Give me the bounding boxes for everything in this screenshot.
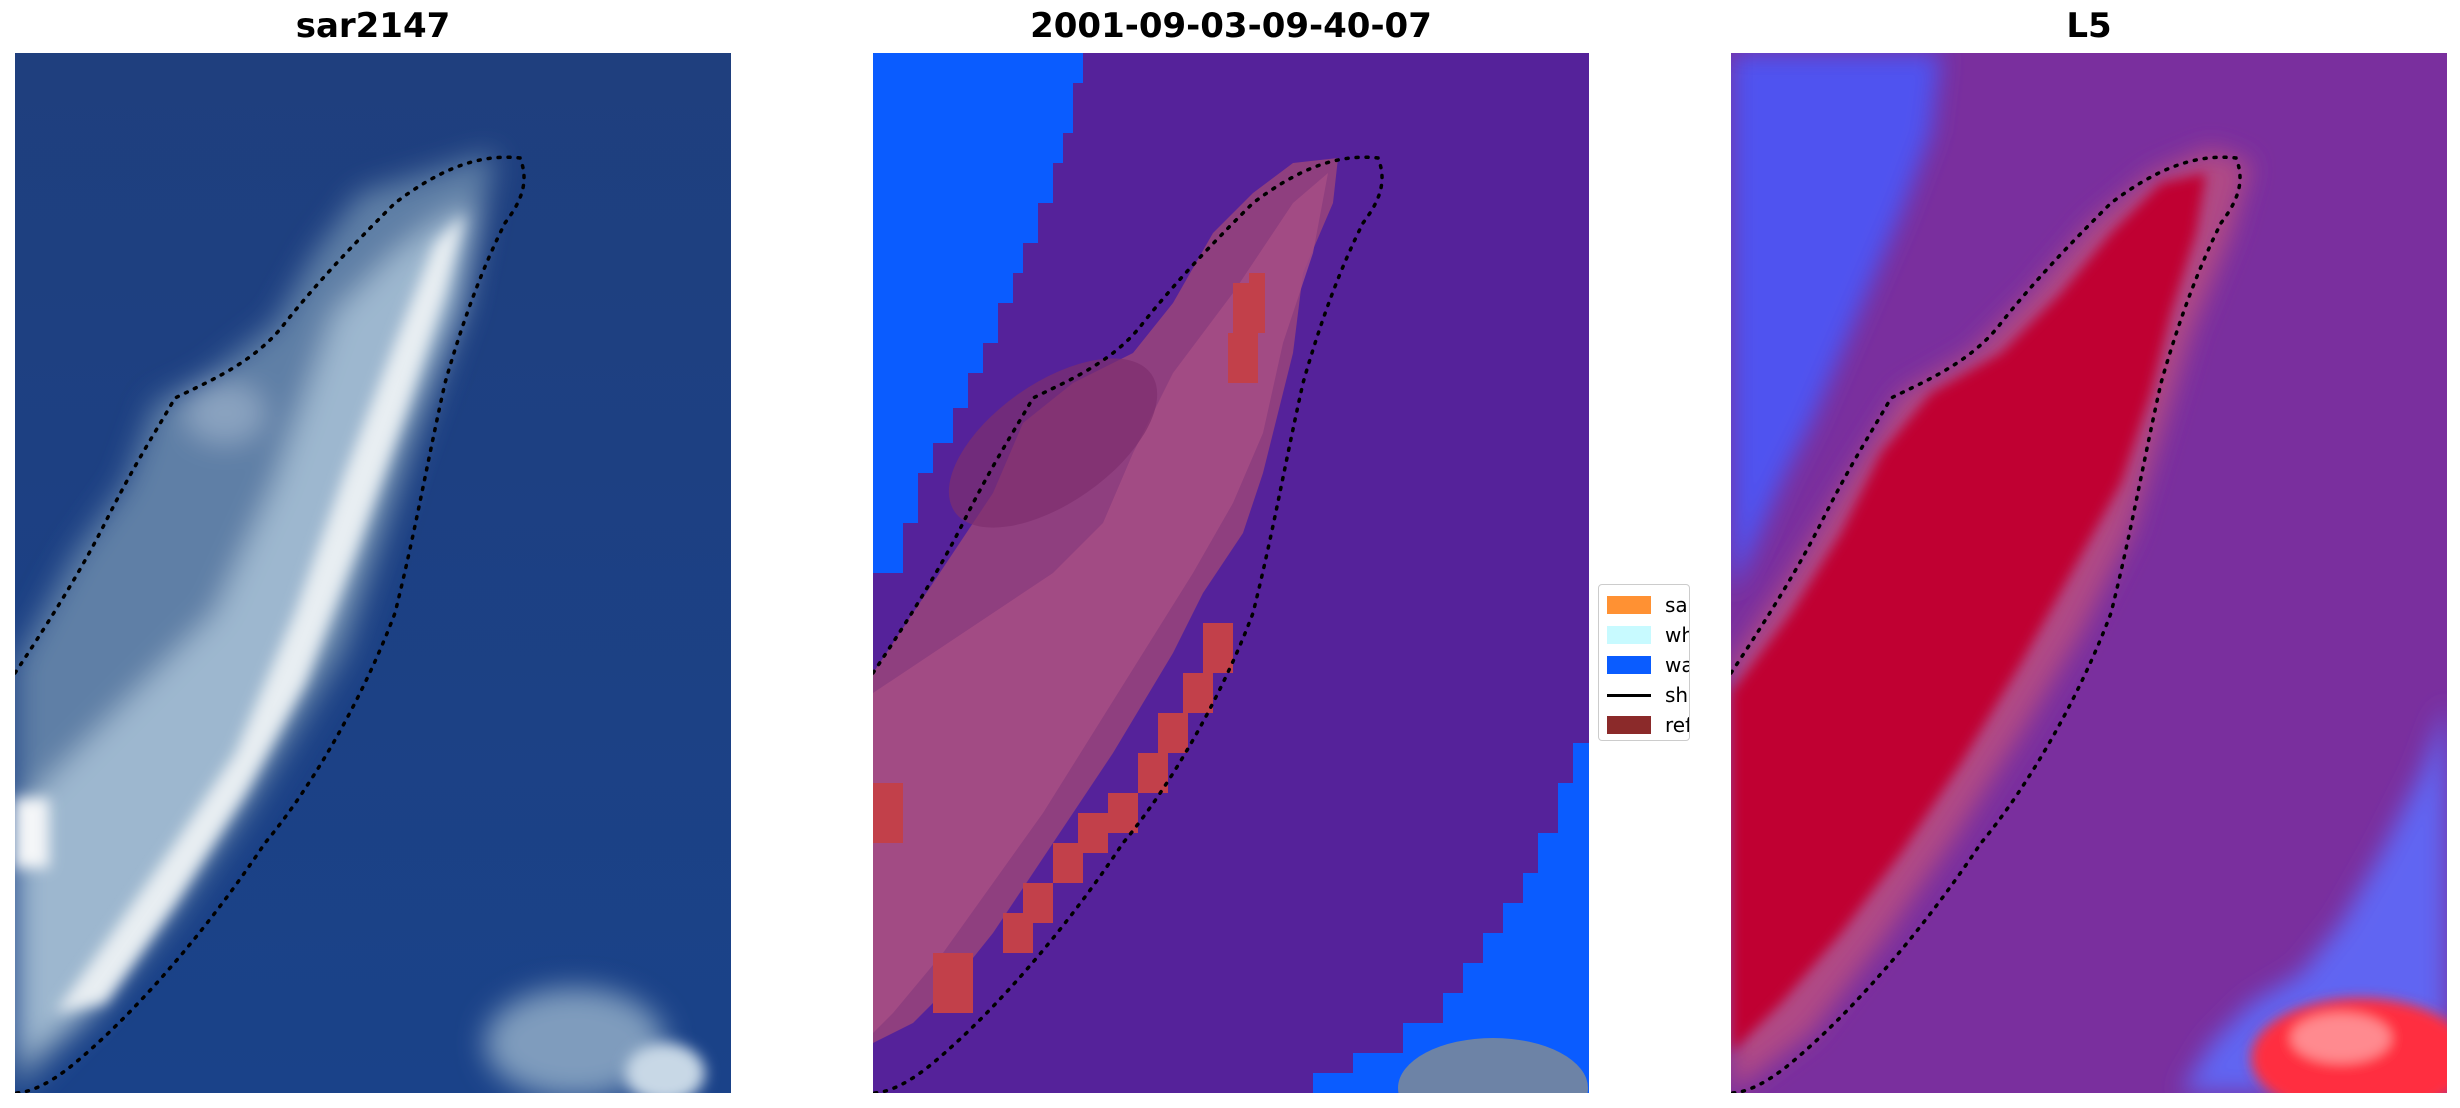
shoreline-classification — [873, 155, 1384, 1093]
water-region-top-left — [873, 53, 1083, 573]
panel-index-image — [1731, 53, 2447, 1093]
title-panel-classification: 2001-09-03-09-40-07 — [1030, 6, 1432, 46]
index-island-core — [1731, 173, 2206, 1053]
rgb-image-canvas — [15, 53, 731, 1093]
legend-label-shoreline: shoreline — [1665, 683, 1689, 707]
index-image-canvas — [1731, 53, 2447, 1093]
legend-swatch-whitewater — [1607, 626, 1651, 644]
legend-label-whitewater: whitewater — [1665, 623, 1689, 647]
legend-item-shoreline: shoreline — [1607, 683, 1689, 707]
water-region-bottom-right — [1313, 743, 1589, 1093]
classification-canvas — [873, 53, 1589, 1093]
legend-item-sand: sand — [1607, 593, 1689, 617]
legend-swatch-reference — [1607, 716, 1651, 734]
legend-swatch-sand — [1607, 596, 1651, 614]
whitewater-streak — [55, 213, 465, 1013]
legend-item-whitewater: whitewater — [1607, 623, 1689, 647]
shoreline-rgb — [15, 155, 526, 1093]
legend-item-water: water — [1607, 653, 1689, 677]
index-water-left — [1731, 53, 1941, 593]
legend-label-water: water — [1665, 653, 1689, 677]
legend-swatch-water — [1607, 656, 1651, 674]
legend-line-shoreline — [1607, 693, 1651, 697]
legend-label-sand: sand — [1665, 593, 1689, 617]
legend: sand whitewater water shoreline referenc… — [1598, 584, 1690, 741]
panel-rgb-image — [15, 53, 731, 1093]
title-panel-index: L5 — [2066, 6, 2112, 46]
index-water-right — [2181, 703, 2447, 1093]
title-panel-rgb: sar2147 — [295, 6, 451, 46]
legend-label-reference: reference — [1665, 713, 1689, 737]
panel-classification-image — [873, 53, 1589, 1093]
legend-item-reference: reference — [1607, 713, 1689, 737]
reference-pixels — [873, 273, 1265, 1013]
shoreline-index — [1731, 155, 2242, 1093]
island-bright-ridge — [15, 203, 475, 1063]
